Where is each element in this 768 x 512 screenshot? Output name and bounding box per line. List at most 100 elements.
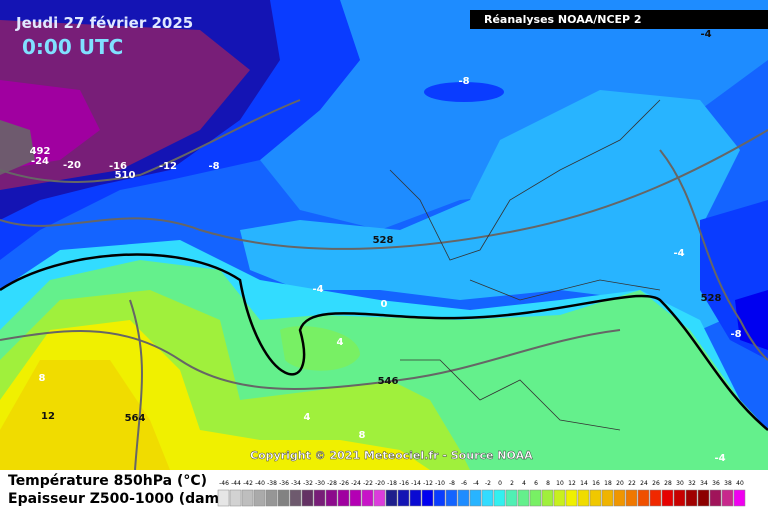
- scale-label: -46: [219, 480, 229, 487]
- coastline: [389, 99, 661, 431]
- scale-swatch: [529, 489, 542, 507]
- thickness-line: [659, 149, 768, 361]
- scale-label: -30: [315, 480, 325, 487]
- scale-swatch: [241, 489, 254, 507]
- contour-label: 528: [701, 293, 722, 304]
- source-box: [470, 10, 768, 29]
- scale-swatch: [469, 489, 482, 507]
- scale-swatch: [325, 489, 338, 507]
- source-label: Réanalyses NOAA/NCEP 2: [484, 13, 642, 26]
- field-mid-blue: [260, 0, 768, 230]
- contour-label: -8: [208, 161, 219, 172]
- scale-label: -44: [231, 480, 241, 487]
- legend-title: Température 850hPa (°C): [8, 473, 207, 489]
- scale-swatch: [733, 489, 746, 507]
- scale-swatch: [505, 489, 518, 507]
- scale-label: -20: [375, 480, 385, 487]
- scale-label: -34: [291, 480, 301, 487]
- scale-swatch: [673, 489, 686, 507]
- scale-swatch: [217, 489, 230, 507]
- scale-swatch: [589, 489, 602, 507]
- temperature-field: [0, 0, 768, 470]
- contour-label: -12: [159, 161, 177, 172]
- contour-label: 564: [125, 413, 146, 424]
- scale-swatch: [289, 489, 302, 507]
- scale-swatch: [313, 489, 326, 507]
- scale-swatch: [301, 489, 314, 507]
- contour-label: -4: [714, 453, 725, 464]
- scale-swatch: [277, 489, 290, 507]
- contour-label: 492: [30, 146, 51, 157]
- scale-swatch: [517, 489, 530, 507]
- scale-swatch: [457, 489, 470, 507]
- scale-swatch: [637, 489, 650, 507]
- scale-label: 22: [628, 480, 636, 487]
- thickness-line: [0, 329, 621, 390]
- scale-swatch: [553, 489, 566, 507]
- scale-label: -14: [411, 480, 421, 487]
- scale-label: -2: [485, 480, 491, 487]
- scale-label: -22: [363, 480, 373, 487]
- scale-label: 34: [700, 480, 708, 487]
- contour-label: 8: [39, 373, 46, 384]
- contour-label: -20: [63, 160, 81, 171]
- scale-label: -4: [473, 480, 479, 487]
- scale-swatch: [421, 489, 434, 507]
- contour-label: 528: [373, 235, 394, 246]
- contour-label: 8: [359, 430, 366, 441]
- contour-labels: -4 -8 492 -24 -20 -16 510 -12 -8 528 -4 …: [30, 29, 742, 464]
- scale-label: -10: [435, 480, 445, 487]
- scale-label: 12: [568, 480, 576, 487]
- scale-label: 8: [546, 480, 550, 487]
- scale-label: 6: [534, 480, 538, 487]
- scale-label: -40: [255, 480, 265, 487]
- contour-label: -24: [31, 156, 49, 167]
- scale-swatch: [625, 489, 638, 507]
- contour-label: 4: [337, 337, 344, 348]
- time-title: 0:00 UTC: [22, 35, 123, 59]
- contour-label: 510: [115, 170, 136, 181]
- scale-swatch: [409, 489, 422, 507]
- scale-label: 38: [724, 480, 732, 487]
- scale-swatch: [493, 489, 506, 507]
- field-cold-spot: [424, 82, 504, 102]
- scale-label: 32: [688, 480, 696, 487]
- contour-label: 546: [378, 376, 399, 387]
- zero-isotherm: [0, 253, 768, 431]
- scale-label: 0: [498, 480, 502, 487]
- scale-label: 14: [580, 480, 588, 487]
- contour-label: -16: [109, 161, 127, 172]
- field-grey-purple: [0, 120, 35, 175]
- scale-label: 26: [652, 480, 660, 487]
- scale-label: 36: [712, 480, 720, 487]
- field-east-core: [735, 290, 768, 350]
- scale-swatch: [397, 489, 410, 507]
- scale-label: -32: [303, 480, 313, 487]
- scale-label: 4: [522, 480, 526, 487]
- contour-label: -4: [673, 248, 684, 259]
- scale-label: -42: [243, 480, 253, 487]
- scale-label: -38: [267, 480, 277, 487]
- scale-swatch: [361, 489, 374, 507]
- field-orange-yellow: [0, 360, 170, 470]
- scale-label: -8: [449, 480, 455, 487]
- scale-label: 16: [592, 480, 600, 487]
- copyright: Copyright © 2021 Meteociel.fr - Source N…: [250, 449, 533, 462]
- scale-swatch: [601, 489, 614, 507]
- scale-swatch: [349, 489, 362, 507]
- scale-label: 30: [676, 480, 684, 487]
- scale-label: 28: [664, 480, 672, 487]
- scale-label: -24: [351, 480, 361, 487]
- scale-label: -6: [461, 480, 467, 487]
- contour-label: 12: [41, 411, 55, 422]
- scale-swatch: [541, 489, 554, 507]
- scale-label: -16: [399, 480, 409, 487]
- scale-swatch: [265, 489, 278, 507]
- contour-label: -8: [730, 329, 741, 340]
- scale-label: -36: [279, 480, 289, 487]
- scale-swatch: [229, 489, 242, 507]
- scale-label: -12: [423, 480, 433, 487]
- scale-swatch: [613, 489, 626, 507]
- thickness-line: [0, 129, 768, 250]
- scale-swatch: [661, 489, 674, 507]
